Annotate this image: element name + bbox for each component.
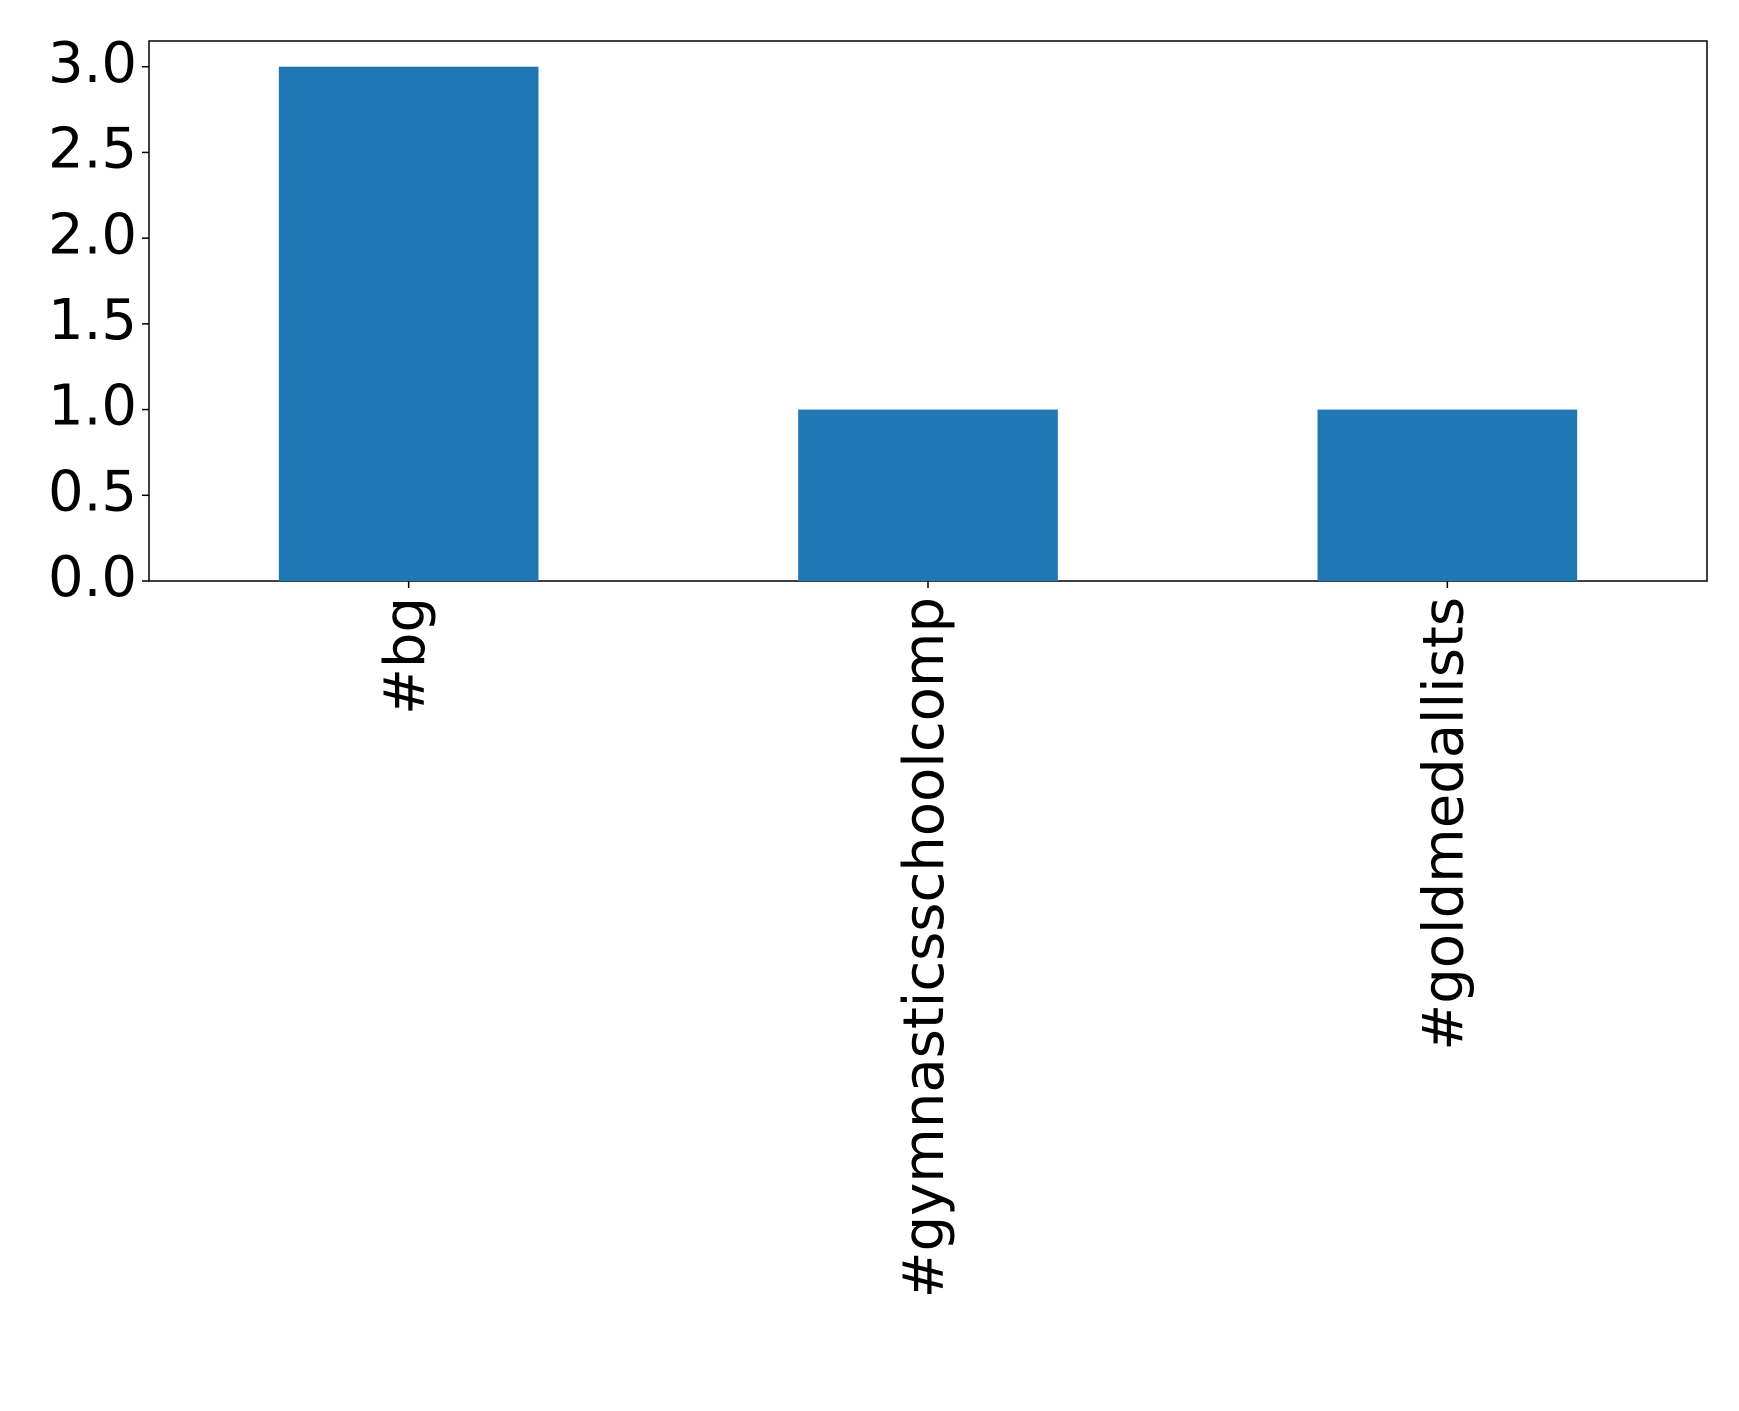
y-tick-label: 2.5 bbox=[48, 117, 137, 182]
bar bbox=[1317, 409, 1578, 581]
y-tick-label: 0.5 bbox=[48, 459, 137, 524]
bar bbox=[278, 66, 539, 581]
y-tick-label: 1.0 bbox=[48, 374, 137, 439]
x-tick-label: #gymnasticsschoolcomp bbox=[892, 597, 957, 1298]
x-tick-label: #bg bbox=[373, 597, 438, 715]
y-tick-label: 2.0 bbox=[48, 202, 137, 267]
y-tick-label: 3.0 bbox=[48, 31, 137, 96]
x-tick-label: #goldmedallists bbox=[1411, 597, 1476, 1051]
bar bbox=[798, 409, 1058, 581]
y-tick-label: 1.5 bbox=[48, 288, 137, 353]
y-tick-label: 0.0 bbox=[48, 545, 137, 610]
